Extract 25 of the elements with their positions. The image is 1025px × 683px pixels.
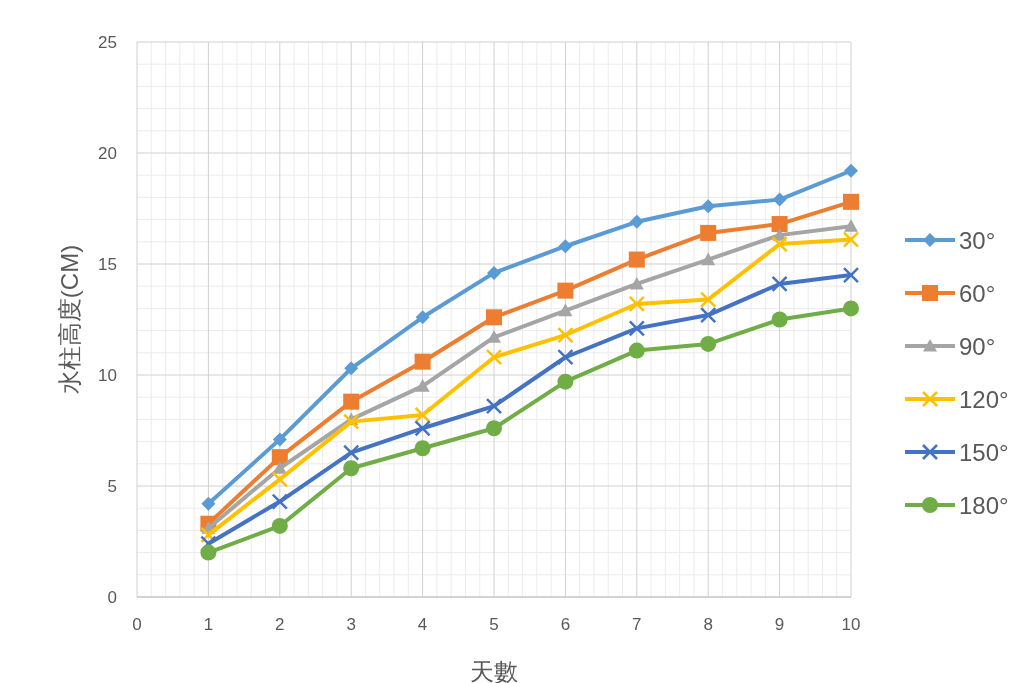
x-tick-label: 4 [417,615,428,634]
y-axis-title: 水柱高度(CM) [56,244,83,395]
legend-label: 60° [959,280,996,307]
legend-label: 150° [959,439,1009,466]
legend-label: 30° [959,227,996,254]
x-tick-label: 2 [275,615,285,634]
y-tick-label: 25 [98,33,117,52]
legend-label: 180° [959,492,1009,519]
y-tick-label: 0 [107,588,117,607]
x-axis-title: 天數 [470,658,518,683]
y-tick-label: 15 [98,255,117,274]
x-tick-label: 1 [203,615,214,634]
x-tick-label: 10 [841,615,861,634]
x-tick-label: 6 [560,615,571,634]
y-tick-label: 10 [98,366,117,385]
x-tick-label: 5 [489,615,499,634]
legend-label: 120° [959,386,1009,413]
x-tick-label: 8 [703,615,713,634]
y-tick-label: 20 [98,144,117,163]
x-tick-label: 9 [774,615,785,634]
x-tick-label: 7 [632,615,642,634]
x-tick-label: 3 [346,615,356,634]
legend-label: 90° [959,333,996,360]
y-tick-label: 5 [107,477,117,496]
x-tick-label: 0 [132,615,142,634]
